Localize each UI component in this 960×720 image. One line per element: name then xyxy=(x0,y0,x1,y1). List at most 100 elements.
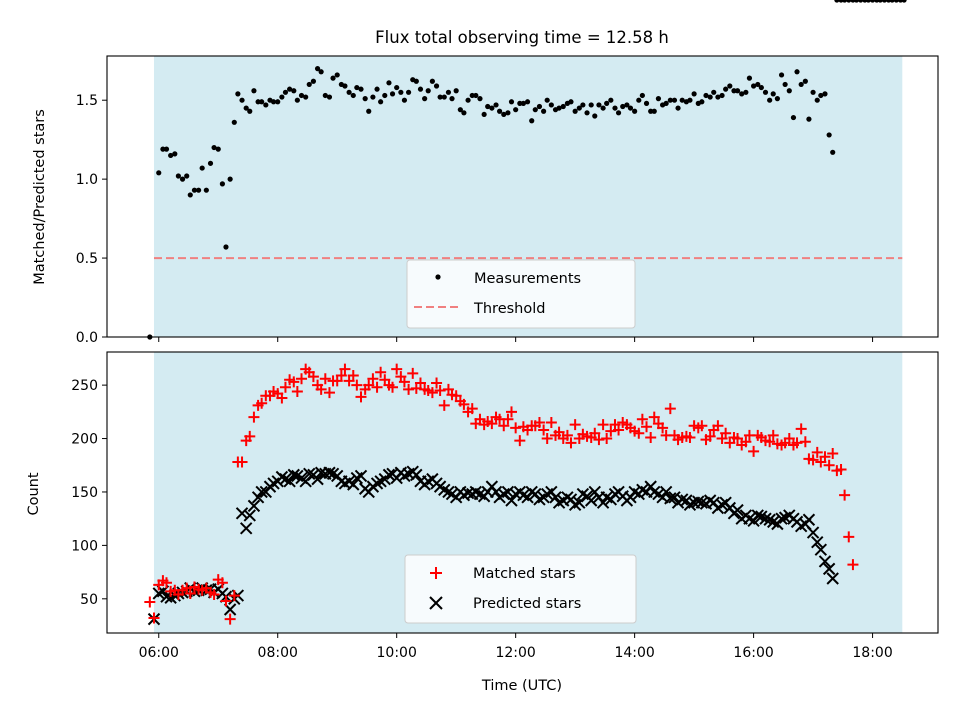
measurement-point xyxy=(306,81,312,88)
matched-star-point xyxy=(636,413,648,425)
matched-star-point xyxy=(783,433,795,445)
measurement-point xyxy=(826,132,832,138)
measurement-point xyxy=(655,96,662,102)
matched-star-point xyxy=(601,433,613,445)
matched-star-point xyxy=(827,448,839,460)
measurement-point xyxy=(762,89,769,95)
measurement-point xyxy=(489,105,495,111)
matched-star-point xyxy=(403,383,415,395)
measurement-point xyxy=(496,108,503,114)
matched-star-point xyxy=(553,426,565,438)
matched-star-point xyxy=(819,451,831,463)
measurement-point xyxy=(405,89,412,95)
matched-star-point xyxy=(144,596,156,608)
measurement-point xyxy=(231,119,237,125)
matched-star-point xyxy=(208,589,220,601)
measurement-point xyxy=(207,160,214,166)
predicted-star-point xyxy=(731,503,744,517)
predicted-star-point xyxy=(255,485,268,499)
measurement-point xyxy=(374,86,380,92)
count-panel: 50 100 150 200 250 06:00 08:00 10:00 12:00 14:00 1… xyxy=(26,352,939,694)
measurement-point xyxy=(425,88,431,94)
matched-star-point xyxy=(387,381,399,393)
measurement-point xyxy=(433,83,440,89)
measurement-point xyxy=(715,94,721,100)
matched-star-point xyxy=(236,456,248,468)
predicted-star-point xyxy=(323,466,336,479)
measurement-point xyxy=(624,102,630,108)
measurement-point xyxy=(291,88,297,94)
matched-star-point xyxy=(248,411,260,423)
predicted-star-point xyxy=(501,485,515,499)
measurement-point xyxy=(548,102,554,108)
matched-star-point xyxy=(589,427,601,439)
measurement-point xyxy=(865,0,872,3)
measurement-point xyxy=(318,69,324,75)
matched-star-point xyxy=(307,371,319,383)
measurement-point xyxy=(184,173,190,179)
matched-star-point xyxy=(184,587,196,599)
ratio-ticks: 0.0 0.5 1.0 1.5 xyxy=(76,93,874,346)
measurement-point xyxy=(576,105,582,111)
predicted-star-point xyxy=(382,468,396,482)
count-y-tick-label: 200 xyxy=(71,432,98,448)
measurement-point xyxy=(560,103,566,110)
matched-star-point xyxy=(398,376,410,388)
measurement-point xyxy=(541,108,547,114)
measurement-point xyxy=(473,92,479,99)
predicted-star-point xyxy=(442,485,455,499)
measurement-point xyxy=(413,78,419,84)
measurement-point xyxy=(794,69,800,75)
measurement-point xyxy=(322,92,328,99)
matched-star-point xyxy=(545,417,557,429)
measurement-point xyxy=(219,181,226,187)
measurement-point xyxy=(584,110,590,116)
measurement-points xyxy=(147,0,907,340)
measurement-point xyxy=(596,102,602,108)
measurement-point xyxy=(401,97,408,103)
measurement-point xyxy=(778,72,785,78)
matched-star-point xyxy=(684,431,696,443)
measurement-point xyxy=(326,94,333,100)
matched-star-point xyxy=(664,403,676,415)
predicted-star-point xyxy=(584,494,598,507)
predicted-star-point xyxy=(303,467,316,481)
measurement-point xyxy=(163,146,170,152)
matched-star-point xyxy=(799,436,811,448)
x-tick-label: 16:00 xyxy=(733,645,773,661)
count-y-tick-label: 100 xyxy=(71,538,98,554)
measurement-point xyxy=(790,114,797,121)
measurement-point xyxy=(279,94,285,100)
matched-star-point xyxy=(288,376,300,388)
matched-star-point xyxy=(767,429,779,441)
measurement-point xyxy=(330,75,336,81)
matched-star-point xyxy=(391,363,403,375)
measurement-point xyxy=(508,99,515,105)
measurement-point xyxy=(303,94,309,100)
matched-star-point xyxy=(648,411,660,423)
matched-star-point xyxy=(843,531,855,543)
x-tick-label: 08:00 xyxy=(258,645,298,661)
measurement-point xyxy=(235,91,241,97)
measurement-point xyxy=(211,144,217,151)
ratio-y-axis-label: Matched/Predicted stars xyxy=(32,109,48,285)
measurement-point xyxy=(620,103,626,110)
ratio-y-tick-label: 1.0 xyxy=(76,172,98,188)
measurement-point xyxy=(449,96,455,102)
measurement-point xyxy=(723,86,729,92)
measurement-point xyxy=(247,108,253,114)
measurement-point xyxy=(671,97,678,103)
predicted-star-point xyxy=(715,498,729,511)
ratio-panel: 0.0 0.5 1.0 1.5 Matched/Predicted stars Mea… xyxy=(32,0,939,346)
predicted-star-point xyxy=(659,485,673,499)
measurement-point xyxy=(731,88,737,94)
matched-star-point xyxy=(279,381,291,393)
measurement-point xyxy=(243,105,249,111)
x-tick-label: 06:00 xyxy=(139,645,179,661)
matched-star-point xyxy=(569,419,581,431)
predicted-star-point xyxy=(664,492,677,505)
matched-star-point xyxy=(514,435,526,447)
matched-star-point xyxy=(740,436,752,448)
predicted-star-point xyxy=(811,535,824,549)
predicted-star-point xyxy=(826,572,839,585)
